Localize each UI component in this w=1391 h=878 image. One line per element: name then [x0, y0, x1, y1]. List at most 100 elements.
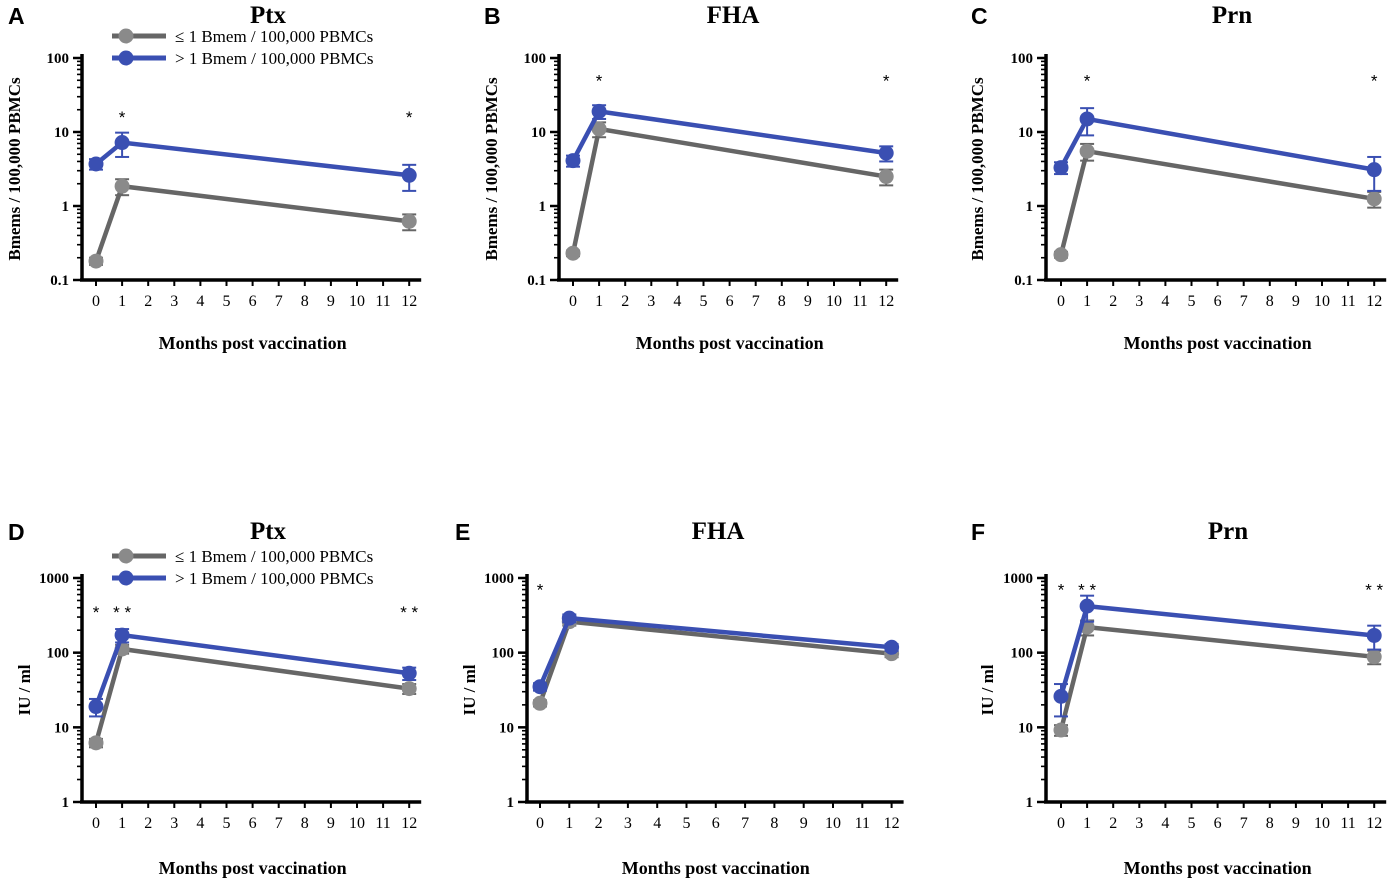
x-tick-label: 6	[249, 815, 257, 832]
significance-marker: * *	[1078, 581, 1096, 600]
x-tick-label: 0	[92, 815, 100, 832]
series-low	[1053, 142, 1382, 263]
x-tick-label: 12	[884, 815, 900, 832]
data-point	[1079, 111, 1095, 127]
panel-title: Prn	[1208, 518, 1248, 545]
x-tick-label: 3	[647, 293, 655, 310]
data-point	[114, 627, 130, 643]
y-tick-label: 10	[499, 720, 514, 736]
y-tick-label: 100	[1011, 51, 1034, 67]
legend-swatch-marker	[118, 50, 134, 66]
y-axis-label: IU / ml	[15, 664, 34, 715]
x-tick-label: 9	[800, 815, 808, 832]
series-line	[537, 615, 892, 688]
data-point	[1053, 722, 1069, 738]
data-point	[1366, 162, 1382, 178]
y-tick-label: 1	[62, 199, 70, 215]
x-tick-label: 11	[375, 293, 390, 310]
x-tick-label: 4	[196, 815, 204, 832]
panel-letter: A	[8, 3, 25, 29]
x-tick-label: 5	[223, 293, 231, 310]
x-tick-label: 2	[595, 815, 603, 832]
significance-marker: *	[406, 108, 413, 127]
x-tick-label: 2	[144, 815, 152, 832]
data-point	[88, 699, 104, 715]
x-tick-label: 1	[118, 815, 126, 832]
x-tick-label: 0	[536, 815, 544, 832]
x-tick-label: 5	[1188, 815, 1196, 832]
y-tick-label: 10	[1018, 125, 1033, 141]
x-tick-label: 10	[826, 293, 842, 310]
x-tick-label: 10	[349, 293, 365, 310]
data-point	[561, 610, 577, 626]
series-high	[532, 610, 900, 695]
x-tick-label: 4	[196, 293, 204, 310]
x-tick-label: 11	[375, 815, 390, 832]
x-tick-label: 8	[770, 815, 778, 832]
y-tick-label: 10	[531, 125, 546, 141]
x-tick-label: 6	[712, 815, 720, 832]
legend-swatch-marker	[118, 548, 134, 564]
x-tick-label: 5	[1188, 293, 1196, 310]
x-tick-label: 7	[741, 815, 749, 832]
x-tick-label: 10	[349, 815, 365, 832]
series-line	[571, 109, 887, 162]
legend-swatch-marker	[118, 570, 134, 586]
series-line	[1058, 624, 1375, 731]
x-tick-label: 9	[804, 293, 812, 310]
x-tick-label: 2	[144, 293, 152, 310]
series-line	[93, 632, 410, 708]
x-tick-label: 8	[1266, 293, 1274, 310]
data-point	[88, 735, 104, 751]
series-high	[1053, 594, 1382, 718]
data-point	[1366, 191, 1382, 207]
x-tick-label: 7	[1240, 815, 1248, 832]
significance-marker: *	[1058, 581, 1065, 600]
data-point	[1366, 627, 1382, 643]
x-axis-label: Months post vaccination	[1124, 333, 1312, 353]
y-axis-label: Bmems / 100,000 PBMCs	[482, 77, 501, 261]
x-tick-label: 7	[1240, 293, 1248, 310]
y-tick-label: 1	[1026, 795, 1034, 811]
significance-marker: *	[1084, 71, 1091, 90]
x-tick-label: 1	[565, 815, 573, 832]
x-tick-label: 3	[170, 293, 178, 310]
data-point	[591, 121, 607, 137]
data-point	[532, 695, 548, 711]
y-tick-label: 1	[507, 795, 515, 811]
x-tick-label: 5	[223, 815, 231, 832]
series-low	[88, 641, 417, 751]
x-tick-label: 7	[752, 293, 760, 310]
x-tick-label: 12	[401, 293, 417, 310]
y-tick-label: 100	[492, 646, 515, 662]
data-point	[114, 178, 130, 194]
x-tick-label: 3	[1135, 815, 1143, 832]
legend-label: > 1 Bmem / 100,000 PBMCs	[175, 49, 374, 68]
y-tick-label: 100	[47, 51, 70, 67]
y-tick-label: 10	[54, 125, 69, 141]
x-tick-label: 2	[621, 293, 629, 310]
x-axis-label: Months post vaccination	[159, 858, 347, 878]
x-tick-label: 10	[1314, 293, 1330, 310]
y-tick-label: 1	[62, 795, 70, 811]
data-point	[591, 103, 607, 119]
y-tick-label: 1000	[39, 571, 69, 587]
data-point	[401, 665, 417, 681]
x-tick-label: 12	[401, 815, 417, 832]
series-low	[532, 614, 900, 711]
series-high	[88, 131, 417, 192]
x-tick-label: 11	[852, 293, 867, 310]
y-tick-label: 0.1	[527, 273, 546, 289]
significance-marker: *	[883, 71, 890, 90]
x-tick-label: 12	[878, 293, 894, 310]
data-point	[1053, 160, 1069, 176]
panel-title: Prn	[1212, 2, 1252, 29]
data-point	[114, 135, 130, 151]
x-tick-label: 11	[855, 815, 870, 832]
x-tick-label: 3	[1135, 293, 1143, 310]
series-low	[1053, 619, 1382, 738]
